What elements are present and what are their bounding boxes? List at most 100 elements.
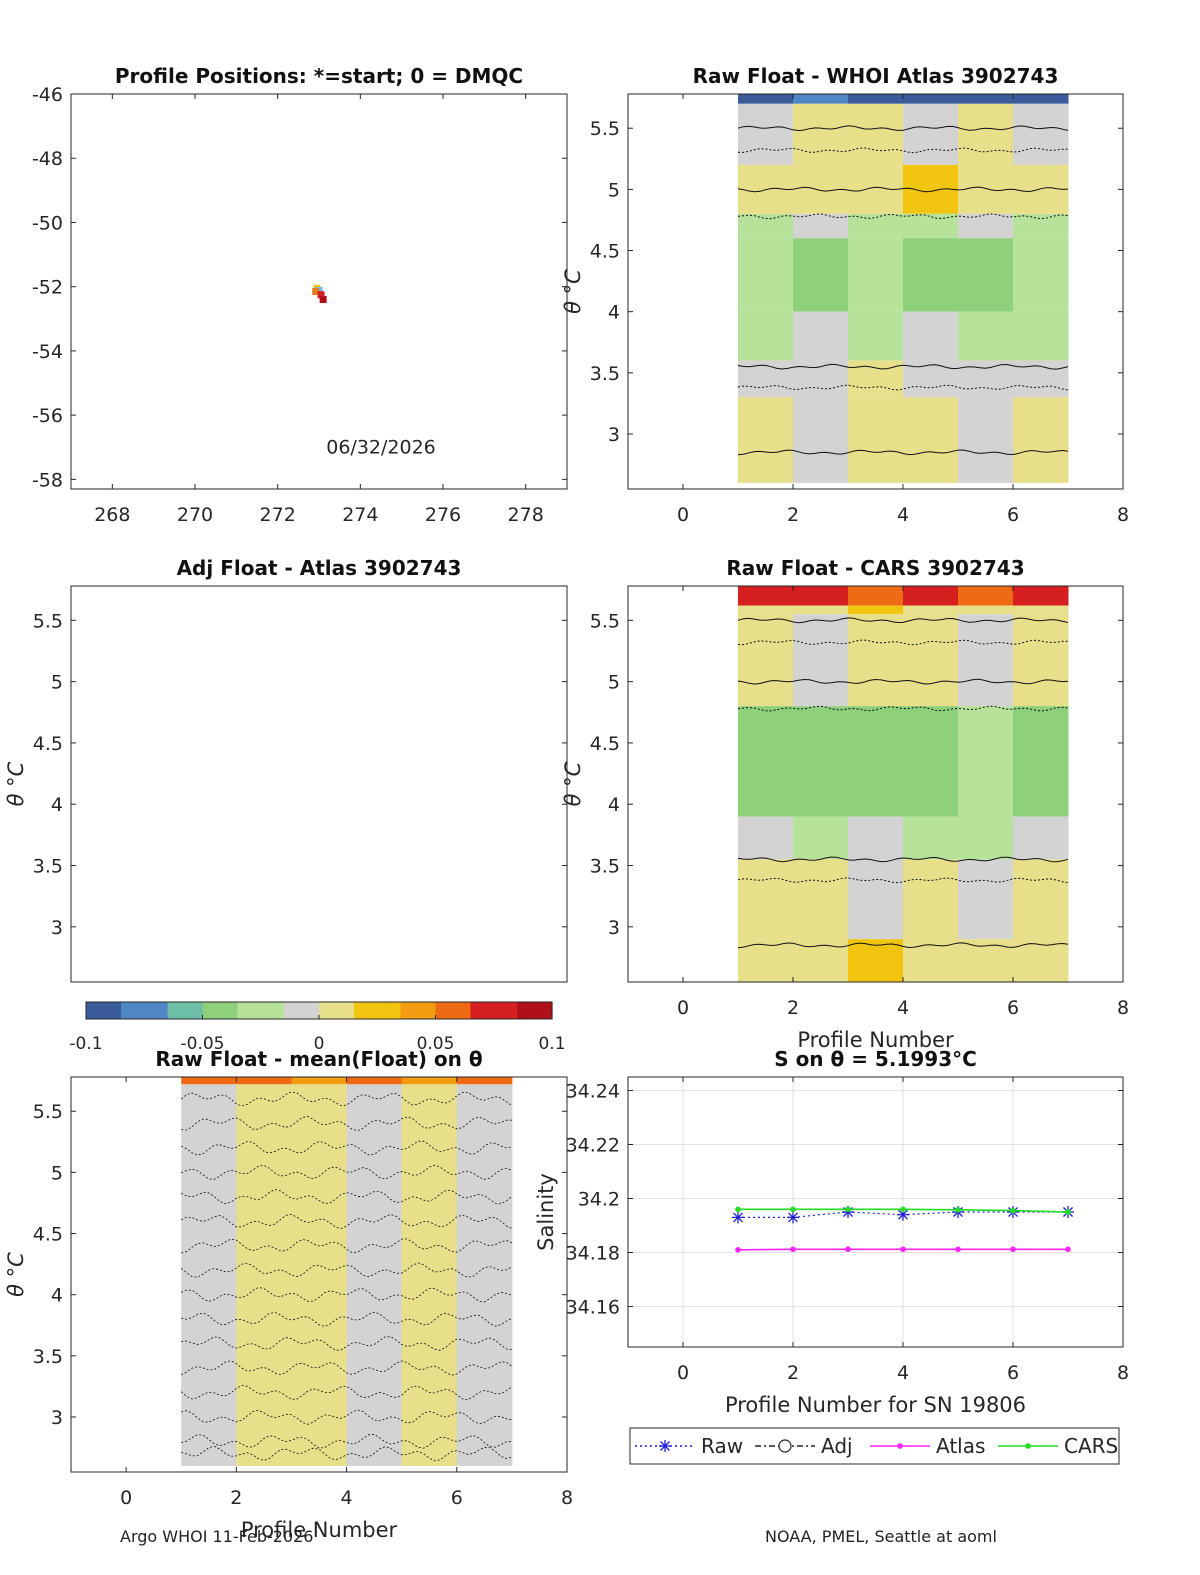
heatmap-cell xyxy=(738,816,794,860)
heatmap-cell xyxy=(738,103,794,165)
heatmap-cell xyxy=(738,939,794,982)
x-tick-label: 6 xyxy=(1007,997,1019,1019)
legend-label-atlas: Atlas xyxy=(936,1434,985,1458)
colorbar-segment xyxy=(388,1002,402,1019)
colorbar-tick-label: 0.05 xyxy=(417,1034,455,1054)
colorbar-tick-label: -0.1 xyxy=(69,1034,102,1054)
y-tick-label: 4.5 xyxy=(590,733,620,755)
atlas-point-marker xyxy=(790,1246,796,1253)
contour-line xyxy=(181,1287,513,1303)
colorbar-segment xyxy=(237,1002,250,1019)
heatmap-cell xyxy=(848,94,904,104)
colorbar-segment xyxy=(132,1002,145,1019)
colorbar-segment xyxy=(400,1002,413,1019)
heatmap-cell xyxy=(236,1084,292,1466)
y-tick-label: 5.5 xyxy=(33,610,63,632)
heatmap-cell xyxy=(848,816,904,860)
profile-position-point xyxy=(317,291,325,299)
x-tick-label: 2 xyxy=(787,504,799,526)
heatmap-cell xyxy=(793,94,849,104)
contour-line xyxy=(181,1140,512,1156)
heatmap-cell xyxy=(1013,311,1069,361)
axes-raw-cars: 0 2 4 6 8 3 3.5 4 4.5 5 5.5 Raw Float - CARS 390274… xyxy=(561,556,1129,1052)
legend-marker-cars xyxy=(1025,1443,1031,1449)
heatmap-cell xyxy=(903,859,959,940)
colorbar-segment xyxy=(260,1002,273,1019)
cars-point-marker xyxy=(955,1207,961,1213)
contour-line xyxy=(181,1445,512,1462)
colorbar-segment xyxy=(517,1002,530,1019)
colorbar-segment xyxy=(155,1002,169,1019)
colorbar-segment xyxy=(202,1002,215,1019)
colorbar-segment xyxy=(319,1002,332,1019)
contour-line xyxy=(181,1336,512,1351)
contour-line xyxy=(737,186,1069,193)
colorbar-segment xyxy=(97,1002,110,1019)
y-tick-label: 3.5 xyxy=(33,856,63,878)
x-tick-label: 8 xyxy=(1117,1362,1129,1384)
heatmap-cell xyxy=(793,213,849,239)
colorbar-segment xyxy=(307,1002,320,1019)
atlas-point-marker xyxy=(955,1246,961,1253)
heatmap-cell xyxy=(1013,238,1069,312)
raw-marker-stroke xyxy=(898,1209,908,1220)
heatmap-cell xyxy=(456,1084,513,1466)
y-tick-label: -48 xyxy=(32,148,63,170)
colorbar-segment xyxy=(272,1002,285,1019)
axes-box xyxy=(70,1076,568,1473)
heatmap-cell xyxy=(958,213,1014,239)
atlas-point-marker xyxy=(900,1246,906,1253)
colorbar-segment xyxy=(540,1002,553,1019)
colorbar-segment xyxy=(144,1002,157,1019)
chart-title: Profile Positions: *=start; 0 = DMQC xyxy=(115,64,523,88)
cars-point-marker xyxy=(1065,1209,1071,1215)
atlas-point-marker xyxy=(845,1246,851,1253)
axes-raw-whoi: 0 2 4 6 8 3 3.5 4 4.5 5 5.5 Raw Float - WHOI Atlas … xyxy=(561,64,1129,526)
y-tick-label: -50 xyxy=(32,212,63,234)
x-tick-label: 274 xyxy=(342,504,378,526)
x-tick-label: 8 xyxy=(1117,997,1129,1019)
heatmap-cell xyxy=(903,605,959,615)
x-tick-label: 6 xyxy=(1007,1362,1019,1384)
contour-line xyxy=(737,678,1069,685)
heatmap-cell xyxy=(738,614,794,707)
cars-point-marker xyxy=(735,1206,741,1213)
axes-salinity: 0 2 4 6 8 34.16 34.18 34.2 34.22 34.24 S on θ = 5.… xyxy=(534,1047,1129,1465)
heatmap-cell xyxy=(958,360,1014,398)
heatmap-cell xyxy=(793,859,849,940)
heatmap-cell xyxy=(958,614,1014,707)
colorbar-tick-label: -0.05 xyxy=(181,1034,225,1054)
x-tick-label: 2 xyxy=(787,997,799,1019)
heatmap-cell xyxy=(1013,213,1069,239)
y-tick-label: 34.22 xyxy=(566,1135,620,1157)
y-tick-label: 34.2 xyxy=(578,1189,620,1211)
heatmap-cell xyxy=(181,1077,237,1085)
atlas-point-marker xyxy=(735,1247,741,1253)
heatmap-cell xyxy=(1013,706,1069,817)
profile-position-point xyxy=(312,288,320,295)
heatmap-cell xyxy=(1013,397,1069,483)
chart-title: S on θ = 5.1993°C xyxy=(774,1047,977,1071)
heatmap-cell xyxy=(738,605,794,615)
y-tick-label: 3.5 xyxy=(33,1346,63,1368)
heatmap-cell xyxy=(738,706,794,817)
x-tick-label: 278 xyxy=(508,504,544,526)
colorbar-segment xyxy=(109,1002,122,1019)
axes-box xyxy=(627,585,1124,983)
contour-line xyxy=(181,1409,512,1425)
colorbar-segment xyxy=(353,1002,367,1019)
colorbar-segment xyxy=(86,1002,99,1019)
y-tick-label: 5 xyxy=(608,179,620,201)
heatmap-cell xyxy=(738,360,794,398)
contour-line xyxy=(737,449,1069,456)
heatmap-cell xyxy=(903,311,959,361)
colorbar-segment xyxy=(423,1002,437,1019)
colorbar-segment xyxy=(365,1002,378,1019)
x-tick-label: 8 xyxy=(1117,504,1129,526)
raw-point-marker xyxy=(787,1211,799,1224)
colorbar-segment xyxy=(284,1002,297,1019)
contour-line xyxy=(181,1238,513,1254)
heatmap-cell xyxy=(401,1077,458,1085)
contour-line xyxy=(181,1311,513,1327)
heatmap-cell xyxy=(793,360,849,398)
